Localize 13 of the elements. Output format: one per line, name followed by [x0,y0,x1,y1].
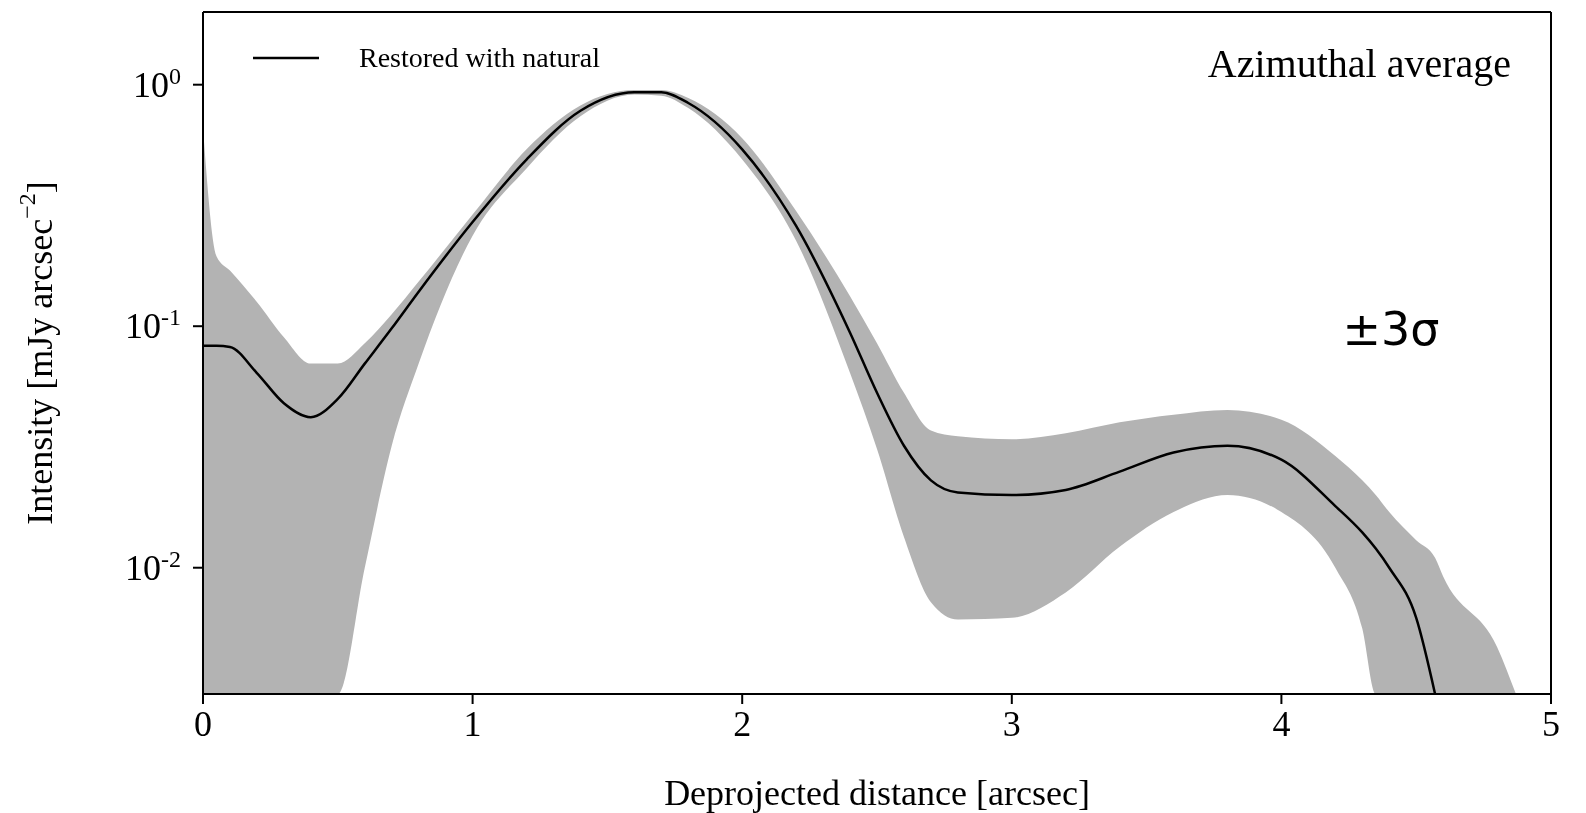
y-tick-label: 10$^{0}$ [133,62,181,105]
y-tick-label: 10$^{-1}$ [125,304,181,347]
x-axis-title: Deprojected distance [arcsec] [664,773,1090,813]
x-tick-label: 1 [463,704,482,744]
x-tick-label: 2 [733,704,752,744]
y-tick-label: 10$^{-2}$ [125,545,181,588]
x-tick-label: 3 [1002,704,1021,744]
x-tick-label: 0 [194,704,212,744]
x-tick-label: 5 [1542,704,1560,744]
x-tick-label: 4 [1272,704,1291,744]
legend-label: Restored with natural [359,42,601,74]
annotation: ±3σ [1341,302,1441,356]
annotation: Azimuthal average [1206,40,1511,87]
